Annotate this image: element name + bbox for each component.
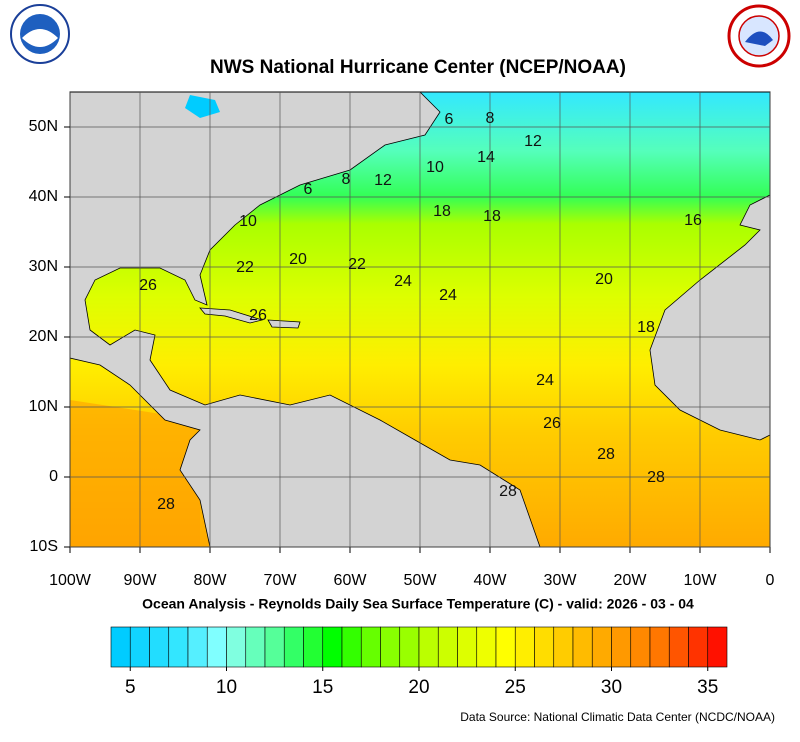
colorbar-swatch: [264, 626, 285, 668]
colorbar-swatch: [649, 626, 670, 668]
contour-label: 18: [483, 208, 501, 225]
cuba: [199, 307, 264, 324]
colorbar-tick-label: 25: [505, 677, 526, 698]
colorbar-swatch: [149, 626, 170, 668]
americas: [69, 91, 541, 548]
colorbar-tick-label: 30: [601, 677, 622, 698]
colorbar-swatch: [668, 626, 689, 668]
colorbar-swatch: [245, 626, 266, 668]
lat-tick-label: 0: [49, 468, 58, 485]
colorbar-swatch: [110, 626, 131, 668]
lon-tick-label: 10W: [684, 572, 718, 589]
lon-tick-label: 70W: [264, 572, 298, 589]
contour-label: 18: [637, 319, 655, 336]
lon-tick-label: 50W: [404, 572, 438, 589]
noaa-logo: [10, 4, 70, 64]
contour-label: 22: [348, 256, 366, 273]
lon-tick-label: 40W: [474, 572, 508, 589]
nws-logo: [727, 4, 791, 68]
contour-label: 22: [236, 259, 254, 276]
contour-label: 26: [543, 415, 561, 432]
title: NWS National Hurricane Center (NCEP/NOAA…: [210, 57, 626, 78]
contour-label: 28: [499, 483, 517, 500]
colorbar-swatch: [380, 626, 401, 668]
lat-tick-label: 10N: [29, 398, 58, 415]
contour-label: 26: [249, 307, 267, 324]
colorbar-swatch: [437, 626, 458, 668]
contour-label: 10: [239, 213, 257, 230]
lon-tick-label: 0: [766, 572, 775, 589]
contour-label: 14: [477, 149, 495, 166]
hispaniola: [267, 319, 301, 329]
lon-tick-label: 100W: [49, 572, 92, 589]
colorbar-swatch: [360, 626, 381, 668]
colorbar-swatch: [283, 626, 304, 668]
colorbar-swatch: [341, 626, 362, 668]
colorbar-tick-label: 5: [125, 677, 136, 698]
contour-label: 12: [524, 133, 542, 150]
colorbar-tick-label: 10: [216, 677, 237, 698]
colorbar-tick-label: 20: [408, 677, 429, 698]
colorbar-tick-label: 35: [697, 677, 718, 698]
colorbar-swatch: [611, 626, 632, 668]
lon-tick-label: 30W: [544, 572, 578, 589]
data-source: Data Source: National Climatic Data Cent…: [460, 710, 775, 724]
lon-tick-label: 90W: [124, 572, 158, 589]
colorbar-swatch: [591, 626, 612, 668]
lon-tick-label: 20W: [614, 572, 648, 589]
colorbar-swatch: [129, 626, 150, 668]
lat-tick-label: 30N: [29, 258, 58, 275]
colorbar-swatch: [206, 626, 227, 668]
contour-label: 24: [536, 372, 554, 389]
pacific-warm: [70, 400, 200, 547]
contour-label: 24: [439, 287, 457, 304]
contour-label: 8: [486, 110, 495, 127]
colorbar-swatch: [495, 626, 516, 668]
colorbar-swatch: [688, 626, 709, 668]
colorbar-swatch: [572, 626, 593, 668]
colorbar-swatch: [168, 626, 189, 668]
colorbar-swatch: [322, 626, 343, 668]
contour-label: 16: [684, 212, 702, 229]
colorbar-swatch: [226, 626, 247, 668]
contour-label: 18: [433, 203, 451, 220]
contour-label: 8: [342, 171, 351, 188]
lat-tick-label: 40N: [29, 188, 58, 205]
colorbar-swatch: [303, 626, 324, 668]
lat-tick-label: 20N: [29, 328, 58, 345]
lat-tick-label: 50N: [29, 118, 58, 135]
contour-label: 24: [394, 273, 412, 290]
colorbar-swatch: [707, 626, 728, 668]
colorbar-swatch: [630, 626, 651, 668]
colorbar-swatch: [399, 626, 420, 668]
contour-label: 10: [426, 159, 444, 176]
contour-label: 6: [445, 111, 454, 128]
lon-tick-label: 60W: [334, 572, 368, 589]
colorbar-swatch: [418, 626, 439, 668]
contour-label: 28: [647, 469, 665, 486]
colorbar-swatch: [476, 626, 497, 668]
colorbar-tick-label: 15: [312, 677, 333, 698]
lon-tick-label: 80W: [194, 572, 228, 589]
great-lakes: [185, 95, 220, 118]
africa-europe: [649, 194, 771, 441]
contour-label: 28: [157, 496, 175, 513]
contour-label: 20: [595, 271, 613, 288]
colorbar-swatch: [187, 626, 208, 668]
lat-tick-label: 10S: [30, 538, 58, 555]
contour-label: 28: [597, 446, 615, 463]
colorbar-swatch: [457, 626, 478, 668]
colorbar-swatch: [553, 626, 574, 668]
caption: Ocean Analysis - Reynolds Daily Sea Surf…: [142, 596, 694, 612]
contour-label: 12: [374, 172, 392, 189]
colorbar-swatch: [534, 626, 555, 668]
colorbar-swatch: [514, 626, 535, 668]
contour-label: 20: [289, 251, 307, 268]
contour-label: 6: [304, 181, 313, 198]
contour-label: 26: [139, 277, 157, 294]
